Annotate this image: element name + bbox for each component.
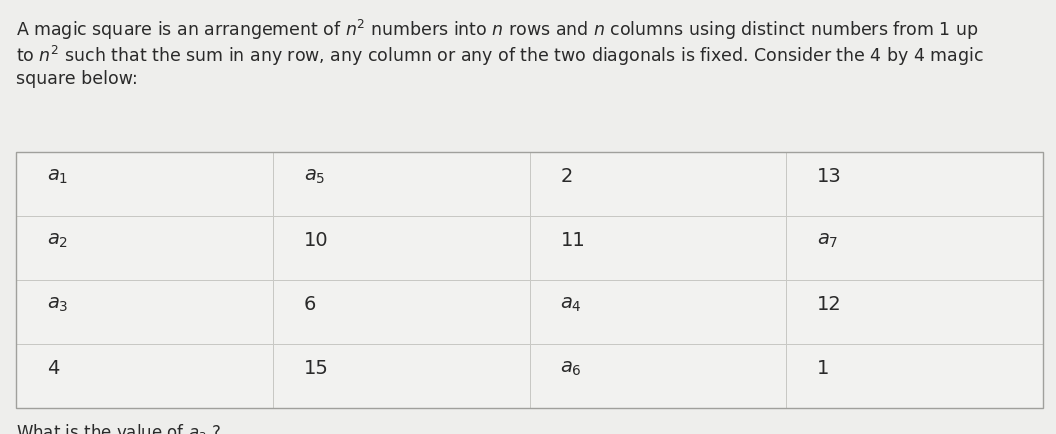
- Bar: [16, 152, 1043, 408]
- Text: $a_4$: $a_4$: [561, 295, 582, 314]
- Bar: [787, 152, 1043, 216]
- Text: $a_7$: $a_7$: [817, 231, 838, 250]
- Text: to $n^2$ such that the sum in any row, any column or any of the two diagonals is: to $n^2$ such that the sum in any row, a…: [16, 44, 984, 68]
- Bar: [16, 280, 272, 344]
- Bar: [16, 344, 272, 408]
- Text: What is the value of $a_3$ ?: What is the value of $a_3$ ?: [16, 422, 221, 434]
- Bar: [787, 216, 1043, 280]
- Bar: [530, 216, 787, 280]
- Bar: [272, 344, 530, 408]
- Bar: [272, 152, 530, 216]
- Bar: [530, 152, 787, 216]
- Bar: [787, 280, 1043, 344]
- Text: 12: 12: [817, 295, 842, 314]
- Bar: [530, 280, 787, 344]
- Text: $a_2$: $a_2$: [46, 231, 68, 250]
- Text: 4: 4: [46, 359, 59, 378]
- Text: 6: 6: [303, 295, 316, 314]
- Text: 15: 15: [303, 359, 328, 378]
- Text: 2: 2: [561, 167, 572, 186]
- Text: $a_6$: $a_6$: [561, 359, 582, 378]
- Bar: [787, 344, 1043, 408]
- Text: $a_5$: $a_5$: [303, 167, 325, 186]
- Bar: [16, 216, 272, 280]
- Bar: [530, 344, 787, 408]
- Text: square below:: square below:: [16, 70, 137, 88]
- Bar: [16, 152, 272, 216]
- Text: 13: 13: [817, 167, 842, 186]
- Text: 11: 11: [561, 231, 585, 250]
- Text: A magic square is an arrangement of $n^2$ numbers into $n$ rows and $n$ columns : A magic square is an arrangement of $n^2…: [16, 18, 979, 42]
- Bar: [272, 216, 530, 280]
- Text: $a_3$: $a_3$: [46, 295, 69, 314]
- Text: 1: 1: [817, 359, 830, 378]
- Text: 10: 10: [303, 231, 328, 250]
- Text: $a_1$: $a_1$: [46, 167, 68, 186]
- Bar: [272, 280, 530, 344]
